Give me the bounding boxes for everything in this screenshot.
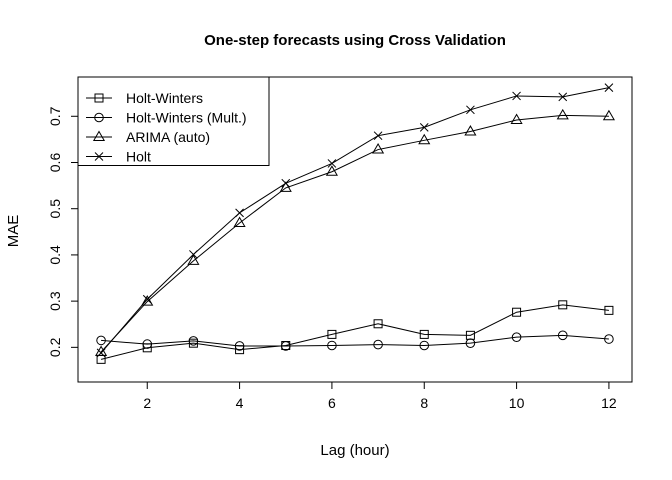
x-tick-label: 12	[601, 395, 617, 411]
data-point-cross	[558, 92, 568, 102]
y-axis-label: MAE	[5, 215, 22, 248]
series-layer	[95, 83, 615, 364]
data-point-triangle	[418, 133, 431, 145]
series-square	[96, 300, 614, 364]
data-point-cross	[512, 91, 521, 101]
data-point-circle	[96, 335, 106, 346]
data-point-cross	[327, 159, 337, 168]
data-point-square	[512, 307, 522, 317]
plot-box	[77, 76, 633, 383]
data-point-cross	[466, 105, 475, 115]
series-cross	[96, 83, 614, 358]
data-point-triangle	[187, 254, 200, 265]
x-tick-label: 2	[143, 395, 151, 411]
legend: Holt-Winters Holt-Winters (Mult.) ARIMA (a…	[77, 76, 270, 166]
data-point-cross	[189, 250, 198, 259]
data-point-triangle	[279, 181, 292, 192]
data-point-circle	[373, 339, 383, 350]
series-circle	[96, 330, 614, 351]
data-point-triangle	[510, 113, 523, 124]
data-point-triangle	[233, 216, 246, 228]
data-point-triangle	[325, 165, 338, 176]
legend-label: Holt-Winters (Mult.)	[126, 110, 247, 126]
y-tick-label: 0.3	[47, 291, 63, 311]
data-point-circle	[142, 339, 153, 349]
legend-marker-circle	[94, 112, 104, 123]
data-point-cross	[142, 294, 152, 304]
data-point-cross	[373, 131, 383, 141]
legend-marker-triangle	[92, 130, 106, 141]
data-point-cross	[96, 348, 106, 358]
series-line	[100, 114, 609, 353]
x-axis: 2 4 6 8 10 12	[143, 382, 617, 411]
data-point-cross	[235, 208, 244, 218]
data-point-circle	[188, 336, 199, 346]
data-point-cross	[281, 178, 291, 188]
series-line	[101, 334, 609, 347]
legend-label: ARIMA (auto)	[126, 129, 210, 145]
data-point-square	[419, 329, 429, 339]
data-point-circle	[419, 340, 430, 351]
data-point-circle	[327, 340, 337, 351]
y-axis: 0.2 0.3 0.4 0.5 0.6 0.7	[47, 106, 78, 357]
legend-marker-cross	[94, 152, 104, 161]
data-point-triangle	[372, 143, 385, 154]
data-point-triangle	[464, 125, 477, 136]
x-tick-label: 6	[328, 395, 336, 411]
data-point-circle	[280, 341, 291, 351]
data-point-square	[373, 319, 383, 329]
y-tick-label: 0.6	[47, 153, 63, 173]
data-point-circle	[465, 338, 476, 348]
x-tick-label: 4	[236, 395, 244, 411]
y-tick-label: 0.2	[47, 337, 63, 357]
data-point-triangle	[556, 108, 569, 120]
series-line	[100, 87, 610, 354]
data-point-triangle	[602, 109, 615, 121]
series-triangle	[95, 108, 615, 356]
chart-title: One-step forecasts using Cross Validatio…	[204, 32, 506, 49]
x-tick-label: 10	[509, 395, 525, 411]
data-point-cross	[604, 83, 614, 92]
y-tick-label: 0.4	[47, 245, 63, 265]
legend-marker-square	[94, 93, 104, 103]
y-tick-label: 0.5	[47, 199, 63, 219]
data-point-square	[327, 329, 337, 339]
legend-label: Holt-Winters	[126, 90, 203, 106]
data-point-cross	[419, 123, 429, 132]
data-point-circle	[604, 334, 614, 344]
data-point-triangle	[141, 295, 154, 306]
data-point-circle	[557, 330, 568, 341]
data-point-circle	[511, 332, 522, 342]
x-tick-label: 8	[420, 395, 428, 411]
legend-box	[77, 76, 270, 166]
data-point-square	[604, 305, 614, 315]
y-tick-label: 0.7	[47, 106, 63, 126]
x-axis-label: Lag (hour)	[320, 442, 389, 459]
series-line	[100, 304, 609, 360]
data-point-square	[558, 300, 568, 310]
data-point-circle	[234, 341, 245, 351]
legend-label: Holt	[126, 149, 151, 165]
